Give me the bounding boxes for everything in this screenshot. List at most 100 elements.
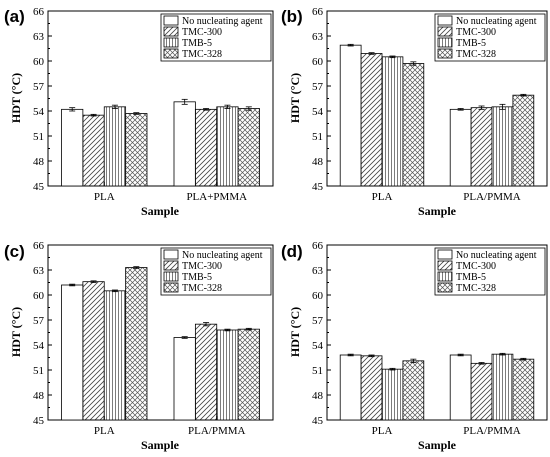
y-tick-label: 51 xyxy=(312,131,323,143)
error-bar xyxy=(499,352,506,356)
y-tick-label: 60 xyxy=(33,56,45,68)
error-bar xyxy=(203,322,210,327)
y-axis-title: HDT (°C) xyxy=(288,307,302,357)
y-tick-label: 57 xyxy=(312,315,324,327)
error-bar xyxy=(347,353,354,357)
y-axis-title: HDT (°C) xyxy=(288,73,302,123)
y-tick-label: 54 xyxy=(312,340,324,352)
bar-cross xyxy=(512,94,535,187)
bar-vert xyxy=(216,329,239,421)
error-bar xyxy=(478,362,485,365)
legend-label: TMB-5 xyxy=(456,38,486,49)
legend-label: No nucleating agent xyxy=(456,16,537,27)
legend-swatch xyxy=(437,37,453,48)
y-tick-label: 57 xyxy=(33,81,45,93)
bar-none xyxy=(173,337,196,421)
legend-swatch xyxy=(163,26,179,37)
error-bar xyxy=(457,353,464,357)
y-tick-label: 54 xyxy=(312,106,324,118)
legend-label: TMC-300 xyxy=(456,27,496,38)
chart-panel-3: 45 48 51 54 57 60 63 66 PLA PLA/PMMA Sample HDT (°C… xyxy=(4,240,274,452)
bar-cross xyxy=(125,267,148,421)
legend-swatch xyxy=(163,271,179,282)
error-bar xyxy=(368,354,375,358)
bar-cross xyxy=(402,360,425,421)
legend-swatch xyxy=(437,26,453,37)
legend-label: No nucleating agent xyxy=(182,16,263,27)
panel-label: (a) xyxy=(4,7,25,26)
legend-box xyxy=(434,247,546,296)
bar-cross xyxy=(402,63,425,187)
error-bar xyxy=(389,367,396,371)
error-bar xyxy=(499,103,506,110)
y-tick-label: 63 xyxy=(312,31,324,43)
error-bar xyxy=(90,113,97,117)
x-tick-label: PLA/PMMA xyxy=(188,425,246,437)
x-tick-label: PLA xyxy=(94,425,115,437)
y-tick-label: 66 xyxy=(33,240,45,252)
y-tick-label: 54 xyxy=(33,106,45,118)
legend-label: TMB-5 xyxy=(456,272,486,283)
error-bar xyxy=(69,107,76,112)
y-tick-label: 45 xyxy=(312,181,324,193)
x-tick-label: PLA/PMMA xyxy=(463,191,521,203)
error-bar xyxy=(111,289,118,293)
y-tick-label: 48 xyxy=(312,156,324,168)
bar-diag xyxy=(360,53,383,187)
error-bar xyxy=(245,106,252,111)
y-tick-label: 60 xyxy=(312,56,324,68)
x-tick-label: PLA+PMMA xyxy=(186,191,247,203)
bar-diag xyxy=(82,281,105,421)
bar-diag xyxy=(470,107,493,187)
legend-label: No nucleating agent xyxy=(182,250,263,261)
error-bar xyxy=(90,280,97,283)
x-tick-label: PLA xyxy=(372,191,393,203)
error-bar xyxy=(520,357,527,361)
error-bar xyxy=(69,283,76,287)
legend-box xyxy=(160,247,272,296)
y-tick-label: 63 xyxy=(33,31,45,43)
error-bar xyxy=(245,327,252,331)
legend-label: TMC-328 xyxy=(182,283,222,294)
error-bar xyxy=(368,52,375,55)
legend-swatch xyxy=(163,37,179,48)
legend-label: TMB-5 xyxy=(182,272,212,283)
x-axis-title: Sample xyxy=(141,204,180,218)
error-bar xyxy=(410,358,417,363)
y-tick-label: 66 xyxy=(312,240,324,252)
y-tick-label: 63 xyxy=(33,265,45,277)
y-tick-label: 54 xyxy=(33,340,45,352)
legend-label: TMB-5 xyxy=(182,38,212,49)
bar-none xyxy=(339,44,362,187)
bar-vert xyxy=(216,106,239,187)
legend-swatch xyxy=(163,260,179,271)
bar-diag xyxy=(194,108,218,187)
y-tick-label: 45 xyxy=(33,415,45,427)
y-tick-label: 60 xyxy=(312,290,324,302)
panel-label: (d) xyxy=(281,242,303,261)
bar-none xyxy=(449,354,472,421)
x-axis-title: Sample xyxy=(418,204,457,218)
bar-none xyxy=(173,101,196,187)
error-bar xyxy=(133,266,140,269)
error-bar xyxy=(520,93,527,97)
chart-panel-2: 45 48 51 54 57 60 63 66 PLA PLA/PMMA Sample HDT (°C… xyxy=(281,6,548,218)
legend-box xyxy=(434,13,546,62)
error-bar xyxy=(203,108,210,111)
y-tick-label: 45 xyxy=(312,415,324,427)
x-axis-title: Sample xyxy=(141,438,180,452)
error-bar xyxy=(410,61,417,66)
chart-panel-1: 45 48 51 54 57 60 63 66 PLA PLA+PMMA Sample HDT (°C… xyxy=(4,6,274,218)
x-tick-label: PLA/PMMA xyxy=(463,425,521,437)
y-tick-label: 51 xyxy=(33,131,44,143)
y-tick-label: 66 xyxy=(312,6,324,18)
error-bar xyxy=(478,105,485,110)
legend-label: No nucleating agent xyxy=(456,250,537,261)
error-bar xyxy=(457,108,464,111)
bar-none xyxy=(61,284,84,421)
legend-swatch xyxy=(437,48,453,59)
y-tick-label: 45 xyxy=(33,181,45,193)
y-tick-label: 66 xyxy=(33,6,45,18)
